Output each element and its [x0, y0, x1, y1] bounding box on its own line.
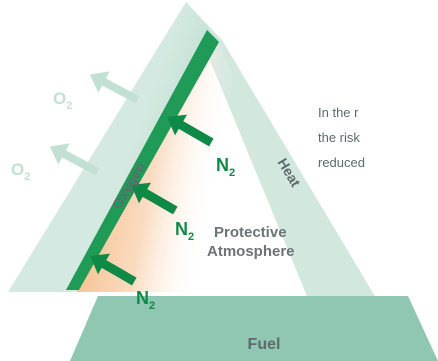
description-line-3: reduced — [318, 155, 365, 170]
heat-side — [186, 2, 388, 318]
n2-arrow-1 — [167, 114, 214, 147]
fuel-side — [70, 296, 438, 361]
oxygen-edge-stripe — [66, 30, 219, 290]
o2-arrow-1 — [89, 71, 140, 104]
protective-atmosphere-region — [76, 40, 322, 292]
o2-label-2: O2 — [11, 160, 30, 183]
n2-label-1: N2 — [216, 155, 235, 179]
description-line-2: the risk — [318, 130, 360, 145]
description-line-1: In the r — [318, 105, 359, 120]
n2-arrow-2 — [131, 182, 178, 215]
protective-atmosphere-label: Protective Atmosphere — [207, 224, 295, 260]
fuel-label: Fuel — [248, 336, 281, 353]
o2-label-1: O2 — [53, 89, 72, 112]
oxygen-side — [8, 2, 218, 292]
n2-label-2: N2 — [175, 219, 194, 243]
n2-label-3: N2 — [136, 288, 155, 312]
n2-arrow-3 — [90, 253, 137, 286]
o2-arrow-2 — [49, 143, 100, 176]
description-text: In the r the risk reduced — [318, 100, 438, 175]
